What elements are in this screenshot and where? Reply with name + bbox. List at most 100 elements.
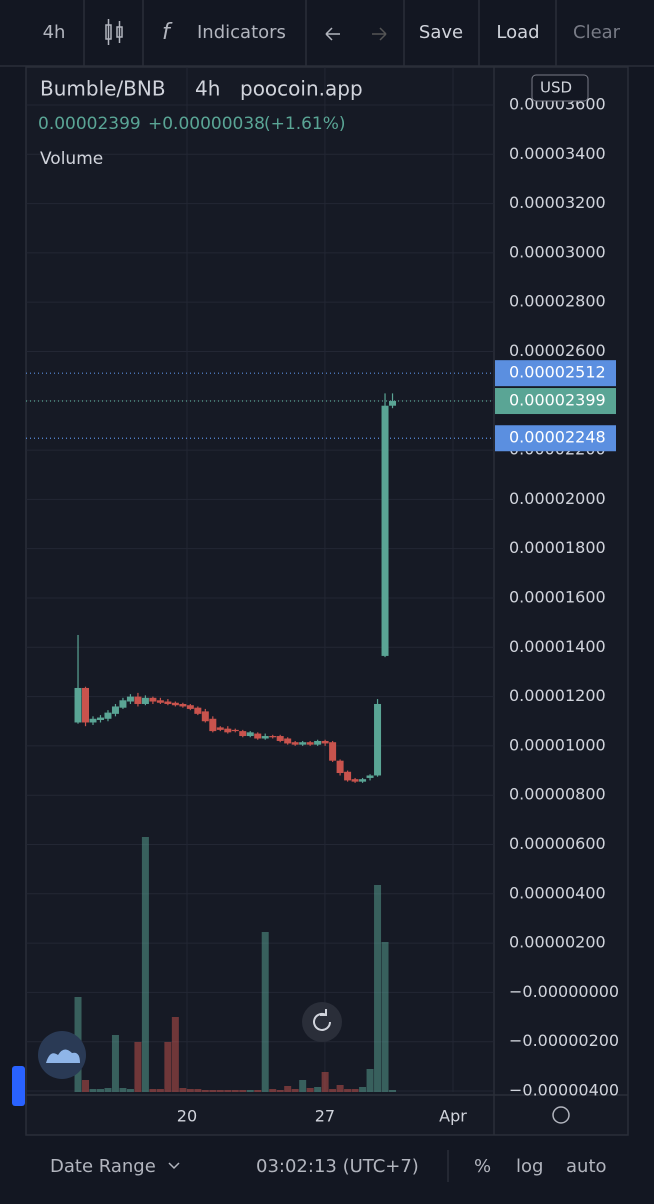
currency-button[interactable] [531, 74, 589, 102]
volume-bar [126, 1089, 134, 1092]
candle-body [134, 696, 142, 704]
y-tick-label: −0.00000200 [509, 1031, 619, 1050]
volume-bar [246, 1090, 254, 1092]
candle-body [194, 707, 202, 714]
price-label-bg [495, 360, 616, 387]
auto-button[interactable]: auto [566, 1156, 607, 1177]
clock: 03:02:13 (UTC+7) [256, 1156, 419, 1177]
candle-body [389, 401, 397, 406]
candle-body [82, 687, 90, 723]
y-tick-label: 0.00003000 [509, 242, 606, 261]
y-tick-label: 0.00000200 [509, 933, 606, 952]
volume-bar [134, 1042, 142, 1092]
volume-bar [329, 1089, 337, 1092]
legend-interval: 4h [195, 77, 220, 101]
volume-bar [239, 1090, 247, 1092]
candle-body [74, 687, 82, 723]
legend-change: +0.00000038 [148, 114, 265, 134]
candle-body [351, 779, 359, 782]
volume-bar [344, 1089, 352, 1092]
legend-symbol: Bumble/BNB [40, 77, 166, 101]
candle-body [96, 717, 104, 721]
candle-body [276, 736, 284, 741]
volume-bar [156, 1089, 164, 1092]
volume-bar [314, 1087, 322, 1092]
y-tick-label: 0.00001400 [509, 637, 606, 656]
clear-button[interactable]: Clear [573, 22, 621, 43]
price-label: 0.00002512 [509, 363, 606, 382]
volume-bar [284, 1086, 292, 1092]
candles-icon[interactable] [105, 19, 123, 45]
load-button[interactable]: Load [496, 22, 539, 43]
volume-bar [89, 1089, 97, 1092]
chart-frame [25, 66, 629, 1136]
candle-body [164, 701, 172, 704]
volume-bar [351, 1089, 359, 1092]
candle-body [104, 712, 112, 719]
undo-icon[interactable] [325, 27, 340, 41]
volume-bar [381, 942, 389, 1092]
volume-bar [164, 1042, 172, 1092]
volume-bar [96, 1089, 104, 1092]
log-button[interactable]: log [516, 1156, 543, 1177]
volume-bar [224, 1090, 232, 1092]
volume-bar [216, 1090, 224, 1092]
currency-label[interactable]: USD [540, 79, 572, 97]
price-label: 0.00002248 [509, 428, 606, 447]
volume-bar [306, 1088, 314, 1092]
candle-body [284, 738, 292, 744]
candle-body [209, 718, 217, 732]
settings-icon[interactable] [552, 1106, 570, 1124]
y-tick-label: 0.00001200 [509, 686, 606, 705]
interval-button[interactable]: 4h [43, 22, 66, 43]
x-tick-label: 20 [177, 1107, 197, 1126]
volume-bar [389, 1090, 397, 1092]
price-label-bg [495, 388, 616, 415]
candle-body [89, 718, 97, 723]
volume-bar [141, 837, 149, 1092]
candle-body [141, 697, 149, 704]
percent-button[interactable]: % [474, 1156, 491, 1177]
fx-icon[interactable]: f [162, 20, 173, 45]
candle-body [359, 779, 367, 782]
volume-bar [321, 1072, 329, 1092]
volume-bar [359, 1087, 367, 1092]
legend-close: 0.00002399 [38, 114, 141, 134]
volume-bar [82, 1080, 90, 1092]
y-tick-label: 0.00000800 [509, 785, 606, 804]
candle-body [216, 727, 224, 730]
indicators-button[interactable]: Indicators [197, 22, 286, 43]
candle-body [111, 706, 119, 714]
candle-body [329, 742, 337, 761]
candle-body [269, 736, 277, 738]
candle-body [299, 742, 307, 745]
y-tick-label: 0.00002600 [509, 341, 606, 360]
candle-body [156, 700, 164, 703]
volume-bar [291, 1089, 299, 1092]
candle-body [179, 703, 187, 707]
toolbar: 4h f Indicators Save Load Clear [43, 0, 621, 66]
volume-bar [171, 1017, 179, 1092]
save-button[interactable]: Save [419, 22, 463, 43]
legend-change-pct: (+1.61%) [264, 114, 346, 134]
price-label-bg [495, 425, 616, 452]
reset-icon [313, 1009, 331, 1031]
candle-body [254, 733, 262, 739]
chevron [168, 1162, 180, 1170]
legend-source: poocoin.app [240, 77, 363, 101]
reset-button[interactable] [302, 1002, 342, 1042]
y-tick-label: −0.00000400 [509, 1081, 619, 1100]
candle-body [261, 736, 269, 739]
volume-bar [261, 932, 269, 1092]
redo-icon[interactable] [372, 27, 387, 41]
date-range[interactable]: Date Range [50, 1156, 156, 1177]
candle-body [119, 700, 127, 708]
volume-bar [231, 1090, 239, 1092]
candle-body [321, 740, 329, 744]
volume-bar [194, 1089, 202, 1092]
side-tab[interactable] [12, 1066, 25, 1106]
volume-bar [179, 1088, 187, 1092]
volume-bar [299, 1080, 307, 1092]
candle-body [314, 740, 322, 745]
y-tick-label: 0.00000400 [509, 883, 606, 902]
